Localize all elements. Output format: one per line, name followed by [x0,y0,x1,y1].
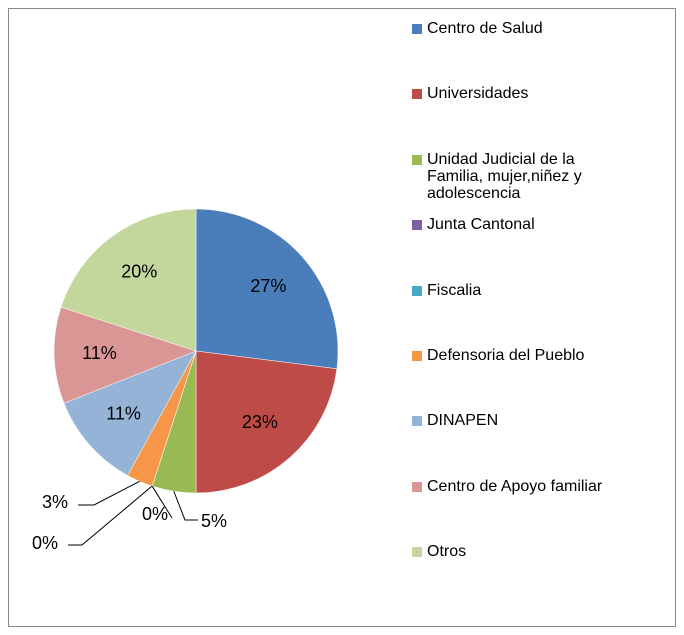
legend-swatch [412,351,422,361]
legend-swatch [412,416,422,427]
legend-item: Universidades [412,85,632,102]
legend-item: Junta Cantonal [412,216,632,233]
legend-swatch [412,285,422,296]
legend-label: Universidades [427,85,529,103]
legend-item: Fiscalia [412,282,632,299]
data-label: 11% [82,343,117,363]
pie-slice [195,208,339,370]
legend-item: Centro de Apoyo familiar [412,478,632,495]
leader-line [78,480,140,506]
pie-slice [63,350,197,476]
pie-slice [195,350,338,494]
leader-line [173,491,198,521]
data-label: 20% [121,262,157,282]
legend-item: DINAPEN [412,412,632,429]
legend-label: Fiscalia [427,281,482,299]
leader-line [151,485,173,519]
legend-item: Defensoria del Pueblo [412,347,632,364]
legend-swatch [412,154,422,165]
data-label: 23% [242,412,278,432]
legend-swatch [412,481,422,492]
leader-line [68,485,153,546]
data-label: 3% [42,492,68,512]
legend-label: Centro de Salud [427,20,543,37]
pie-slice [60,208,197,352]
data-label: 27% [250,276,286,296]
data-label: 5% [201,511,227,531]
legend-item: Otros [412,543,632,560]
data-label: 11% [106,404,141,424]
data-label: 0% [142,504,168,524]
legend-label: DINAPEN [427,412,499,430]
legend-label: Junta Cantonal [427,216,535,234]
legend-item: Unidad Judicial de la Familia, mujer,niñ… [412,151,632,202]
pie-slice [53,306,197,404]
legend-swatch [412,547,422,558]
legend-label: Unidad Judicial de la Familia, mujer,niñ… [427,150,582,202]
legend-label: Centro de Apoyo familiar [427,477,603,495]
legend-swatch [412,89,422,100]
legend-swatch [412,220,422,231]
data-label: 0% [32,533,58,553]
legend-item: Centro de Salud [412,20,632,37]
legend-label: Defensoria del Pueblo [427,347,585,364]
legend-label: Otros [427,543,467,561]
legend-swatch [412,24,422,34]
